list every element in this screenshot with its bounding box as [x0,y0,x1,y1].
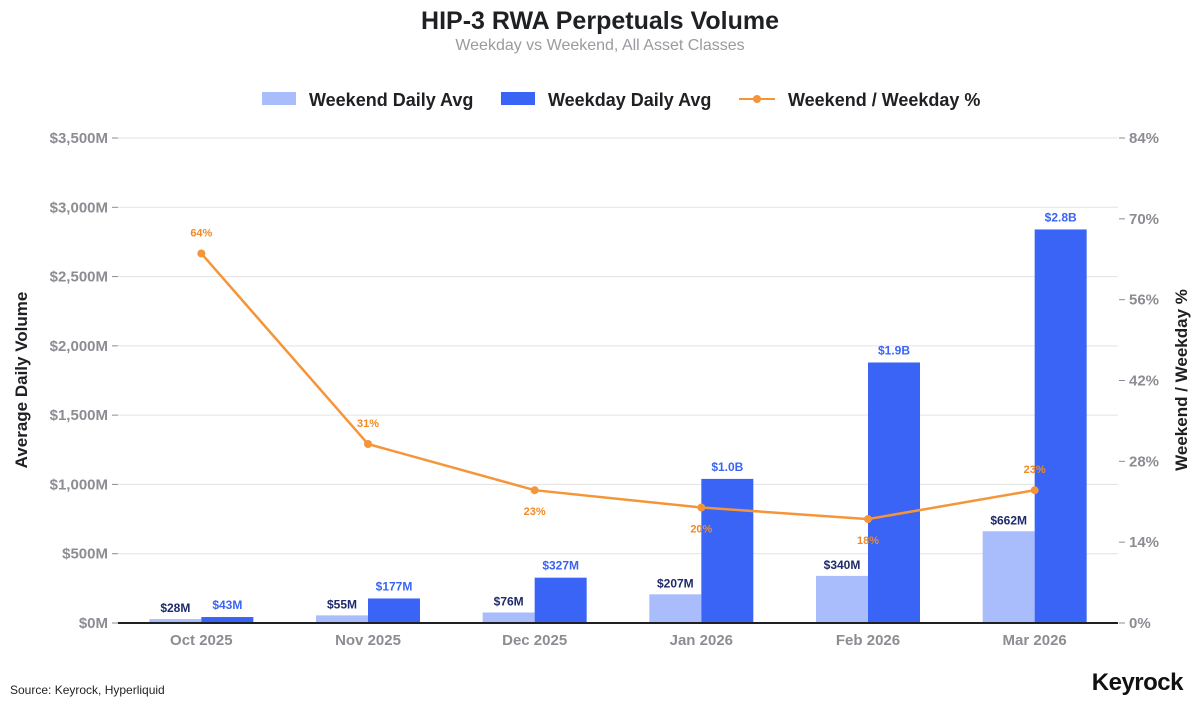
ratio-point [697,503,706,512]
y-tick-label-right: 56% [1129,292,1159,309]
y-tick-label-right: 84% [1129,130,1159,147]
x-tick-label: Oct 2025 [170,632,233,649]
y-tick-label-left: $1,500M [50,407,108,424]
data-label-ratio: 18% [857,535,879,547]
bar-labels: $28M $43M $55M $177M $76M $327M $207M $1.0B $340… [160,210,1077,615]
data-label-weekend: $340M [824,558,861,572]
y-tick-label-left: $2,000M [50,338,108,355]
ratio-point [364,440,372,449]
ratio-point [1030,486,1039,495]
x-tick-label: Mar 2026 [1003,632,1067,649]
y-axis-left-ticks: $0M $500M $1,000M $1,500M $2,000M $2,500M $3,0… [50,130,118,632]
data-label-weekday: $327M [542,559,579,573]
y-axis-right-ticks: 0% 14% 28% 42% 56% 70% 84% [1119,130,1159,632]
bar-weekday [1034,229,1087,623]
bar-weekday [368,598,420,623]
bar-weekday [868,362,920,623]
y-tick-label-right: 70% [1129,211,1159,228]
data-label-ratio: 20% [690,524,712,536]
gridlines [118,137,1118,555]
data-label-weekend: $662M [990,513,1027,527]
legend-swatch-weekday [501,92,535,105]
data-label-weekend: $76M [494,594,524,608]
y-tick-label-right: 14% [1129,534,1159,551]
data-label-weekend: $207M [657,576,694,590]
chart-title: HIP-3 RWA Perpetuals Volume [421,7,779,35]
y-tick-label-left: $3,500M [50,130,108,147]
legend-label-weekend: Weekend Daily Avg [309,90,473,110]
y-tick-label-left: $0M [79,615,108,632]
ratio-point [864,515,872,524]
data-label-ratio: 23% [1024,464,1046,476]
legend-marker-ratio [753,95,761,103]
data-label-weekday: $1.0B [711,460,743,474]
data-label-weekday: $1.9B [878,343,910,357]
y-tick-label-left: $500M [62,546,108,563]
bar-weekday [534,577,587,623]
data-label-weekend: $55M [327,597,357,611]
data-label-weekend: $28M [160,601,190,615]
x-tick-label: Dec 2025 [502,632,567,649]
y-tick-label-right: 0% [1129,615,1151,632]
data-label-weekday: $43M [212,598,242,612]
y-axis-right-title: Weekend / Weekday % [1172,289,1191,471]
x-axis-ticks: Oct 2025 Nov 2025 Dec 2025 Jan 2026 Feb 2026… [170,632,1067,649]
legend-swatch-weekend [262,92,296,105]
data-label-ratio: 23% [524,506,546,518]
bar-weekday [201,617,254,623]
brand-logo: Keyrock [1092,669,1184,696]
source-note: Source: Keyrock, Hyperliquid [10,683,165,697]
x-tick-label: Nov 2025 [335,632,401,649]
ratio-line [200,252,1035,521]
data-label-weekday: $177M [376,579,413,593]
y-tick-label-right: 42% [1129,373,1159,390]
chart-subtitle: Weekday vs Weekend, All Asset Classes [455,37,744,54]
bar-weekday [701,478,754,623]
data-label-ratio: 31% [357,418,379,430]
legend-label-weekday: Weekday Daily Avg [548,90,711,110]
data-label-ratio: 64% [190,227,212,239]
y-tick-label-right: 28% [1129,453,1159,470]
x-tick-label: Feb 2026 [836,632,900,649]
bar-weekend [816,575,868,623]
ratio-point [197,249,206,258]
bar-weekend [149,619,202,623]
data-label-weekday: $2.8B [1045,210,1077,224]
legend: Weekend Daily Avg Weekday Daily Avg Week… [262,90,980,110]
x-tick-label: Jan 2026 [670,632,733,649]
bar-weekend [316,615,368,623]
bar-weekend [649,594,702,623]
legend-label-ratio: Weekend / Weekday % [788,90,980,110]
ratio-point [530,486,539,495]
y-tick-label-left: $2,500M [50,269,108,286]
y-tick-label-left: $3,000M [50,199,108,216]
bar-weekend [982,531,1035,623]
y-axis-left-title: Average Daily Volume [12,292,31,469]
bars [149,229,1087,623]
y-tick-label-left: $1,000M [50,476,108,493]
bar-weekend [482,612,535,623]
ratio-line-series: 64% 31% 23% 20% 18% 23% [190,227,1046,547]
